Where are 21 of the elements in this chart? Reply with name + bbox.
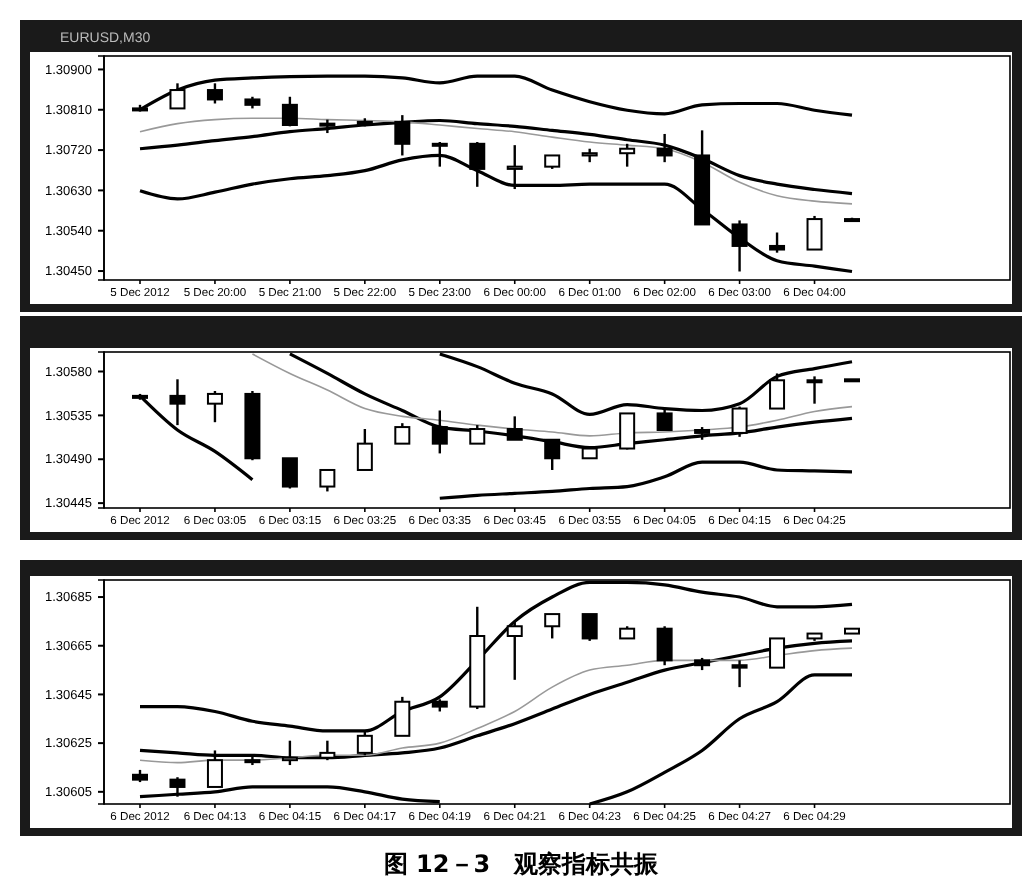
candlestick	[806, 214, 823, 251]
candlestick	[506, 415, 523, 441]
candlestick	[581, 612, 598, 643]
candlestick	[731, 659, 748, 689]
candlestick	[769, 231, 786, 254]
candlestick	[281, 457, 298, 490]
candlestick	[394, 421, 411, 445]
candlestick	[619, 142, 636, 168]
candlestick	[319, 467, 336, 493]
candlestick	[206, 389, 223, 424]
candlestick	[769, 372, 786, 410]
candlestick	[506, 620, 523, 682]
candlestick	[469, 423, 486, 445]
candlestick	[806, 375, 823, 405]
candlestick	[544, 612, 561, 640]
candlestick	[356, 427, 373, 472]
candlestick	[169, 776, 186, 798]
candlestick	[206, 82, 223, 105]
candlestick	[656, 132, 673, 164]
caption: 图 12－3 观察指标共振	[383, 850, 661, 878]
candlestick	[169, 82, 186, 110]
